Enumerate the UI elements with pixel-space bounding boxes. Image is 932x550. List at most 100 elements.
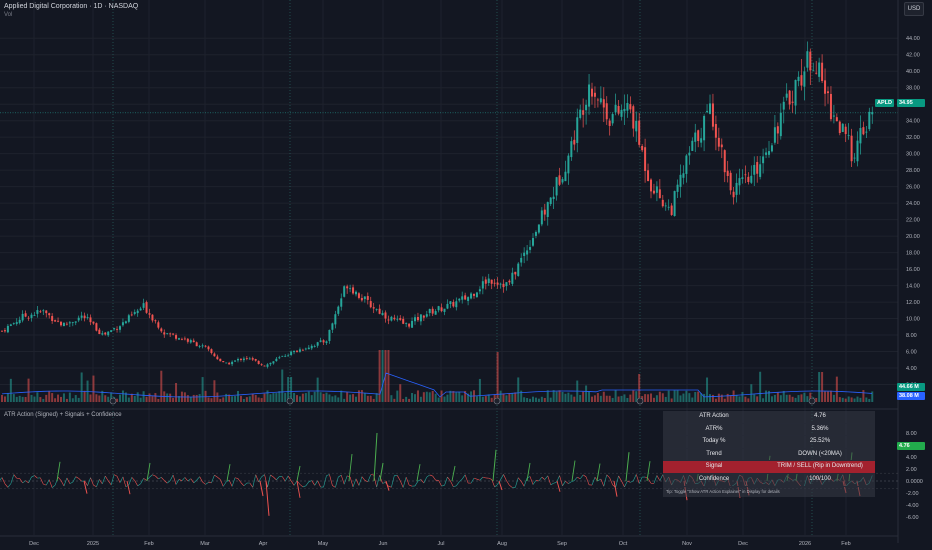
candle-body (71, 322, 74, 323)
atr-segment (243, 482, 248, 487)
candle-body (714, 124, 717, 138)
volume-bar (623, 394, 626, 402)
candle-body (691, 140, 694, 151)
candle-body (517, 263, 520, 276)
atr-segment (78, 478, 82, 482)
volume-bar (729, 395, 732, 402)
volume-bar (856, 396, 859, 402)
volume-bar (773, 394, 776, 402)
volume-bar (768, 390, 770, 402)
volume-bar (121, 390, 124, 402)
candle-body (540, 210, 543, 225)
atr-segment (376, 475, 380, 488)
atr-segment (113, 474, 118, 477)
candle-body (130, 314, 133, 316)
volume-bar (543, 397, 546, 402)
atr-segment (240, 482, 245, 487)
volume-bar (239, 395, 242, 402)
candle-body (381, 313, 384, 316)
candle-body (254, 358, 257, 361)
candle-body (487, 278, 490, 284)
volume-bar (77, 397, 80, 402)
volume-bar (788, 394, 791, 402)
atr-segment (382, 482, 386, 484)
atr-segment (19, 478, 23, 484)
candle-body (567, 155, 570, 174)
candle-body (319, 340, 322, 342)
volume-bar (546, 390, 549, 402)
atr-segment (143, 478, 147, 481)
atr-segment (234, 477, 239, 479)
candle-body (322, 340, 325, 343)
price-tick-label: 24.00 (906, 201, 920, 207)
atr-segment (615, 475, 619, 488)
candle-body (290, 351, 293, 355)
candle-body (357, 293, 360, 298)
candle-body (573, 139, 576, 145)
volume-bar (756, 396, 759, 402)
volume-bar (779, 395, 782, 402)
atr-spike (56, 461, 61, 482)
price-tick-label: 18.00 (906, 251, 920, 257)
volume-bar (791, 396, 794, 402)
atr-segment (34, 475, 38, 479)
candle-body (461, 296, 464, 300)
candle-body (119, 326, 121, 330)
atr-segment (438, 480, 442, 487)
volume-bar (71, 398, 74, 402)
candle-body (121, 322, 124, 326)
volume-bar (160, 370, 163, 402)
volume-bar (124, 392, 127, 402)
atr-segment (167, 480, 171, 484)
candle-body (526, 250, 529, 255)
price-tick-label: 30.00 (906, 152, 920, 158)
candle-body (175, 335, 178, 339)
atr-spike (348, 453, 353, 482)
candle-body (773, 127, 776, 143)
candle-body (287, 355, 290, 357)
candle-body (89, 317, 92, 323)
volume-bar (638, 374, 641, 402)
atr-segment (388, 485, 392, 488)
volume-bar (65, 398, 68, 402)
atr-segment (308, 480, 312, 483)
volume-bar (835, 376, 838, 402)
atr-segment (582, 474, 587, 478)
atr-segment (40, 477, 44, 485)
atr-segment (119, 476, 124, 483)
volume-bar (726, 393, 729, 402)
volume-bar (207, 397, 210, 402)
candle-body (611, 114, 614, 124)
atr-segment (190, 478, 194, 484)
atr-segment (488, 477, 492, 480)
volume-bar (419, 396, 422, 402)
table-key: ATR Action (699, 413, 729, 419)
atr-segment (84, 480, 88, 486)
volume-bar (213, 380, 216, 402)
candle-body (661, 199, 664, 207)
currency-button[interactable]: USD (904, 2, 924, 16)
volume-bar (319, 392, 322, 402)
candle-body (865, 131, 868, 133)
price-tick-label: 10.00 (906, 317, 920, 323)
volume-bar (564, 393, 567, 402)
candle-body (396, 318, 399, 320)
candle-body (27, 317, 30, 319)
atr-segment (600, 478, 605, 487)
volume-bar (484, 396, 487, 402)
volume-bar (6, 392, 9, 402)
atr-segment (0, 477, 3, 481)
candle-body (496, 282, 499, 285)
atr-segment (476, 478, 480, 481)
candle-body (726, 170, 729, 177)
candle-body (561, 179, 564, 183)
time-tick-label: Apr (259, 541, 268, 547)
volume-bar (80, 372, 83, 402)
candle-body (48, 313, 51, 316)
candle-body (30, 314, 33, 318)
candle-body (245, 358, 248, 359)
candle-body (9, 324, 12, 326)
candle-body (231, 361, 234, 365)
atr-segment (270, 474, 274, 478)
